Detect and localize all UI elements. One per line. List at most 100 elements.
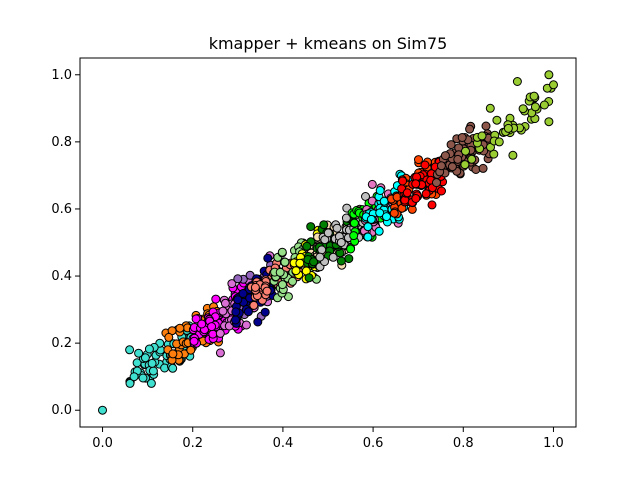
- data-point-cluster-0: [148, 366, 158, 376]
- data-point-cluster-12: [349, 218, 359, 228]
- y-axis: 0.0 0.2 0.4 0.6 0.8 1.0: [51, 68, 80, 418]
- data-point-cluster-0: [125, 378, 135, 388]
- data-point-cluster-18: [492, 115, 502, 125]
- data-point-cluster-5: [263, 253, 273, 263]
- data-point-cluster-3: [241, 320, 251, 330]
- data-point-cluster-3: [220, 298, 230, 308]
- data-point-cluster-10: [302, 241, 312, 251]
- data-point-cluster-17: [481, 121, 491, 131]
- y-tick-label: 1.0: [51, 68, 72, 83]
- data-point-cluster-17: [478, 163, 488, 173]
- data-point-cluster-11: [328, 252, 338, 262]
- data-point-cluster-4: [233, 274, 243, 284]
- data-point-cluster-2: [197, 319, 207, 329]
- data-point-cluster-17: [457, 133, 467, 142]
- data-point-cluster-18: [485, 103, 495, 113]
- data-point-cluster-7: [280, 257, 290, 267]
- data-point-cluster-17: [447, 162, 457, 172]
- y-tick-label: 0.6: [51, 202, 72, 217]
- y-tick-label: 0.0: [51, 403, 72, 418]
- data-point-cluster-0: [134, 348, 144, 358]
- data-point-cluster-6: [262, 286, 272, 296]
- data-point-cluster-18: [461, 146, 470, 156]
- data-point-cluster-0: [146, 378, 156, 388]
- data-point-cluster-5: [231, 315, 240, 325]
- data-point-cluster-16: [411, 194, 421, 203]
- data-point-cluster-0: [138, 373, 148, 383]
- data-point-cluster-11: [336, 238, 346, 247]
- data-point-cluster-6: [250, 282, 260, 292]
- data-point-cluster-18: [512, 77, 522, 86]
- data-point-cluster-14: [374, 226, 384, 236]
- data-point-cluster-18: [544, 70, 554, 80]
- data-point-cluster-3: [215, 328, 225, 338]
- data-point-cluster-5: [238, 289, 248, 298]
- data-point-cluster-0: [147, 358, 157, 368]
- data-point-cluster-17: [465, 124, 475, 134]
- x-axis: 0.0 0.2 0.4 0.6 0.8 1.0: [92, 427, 564, 451]
- data-point-cluster-14: [382, 212, 391, 222]
- data-point-cluster-5: [231, 307, 241, 317]
- data-point-cluster-5: [233, 295, 243, 305]
- data-point-cluster-10: [319, 220, 329, 230]
- points-layer: [98, 70, 558, 415]
- data-point-cluster-10: [309, 257, 319, 267]
- data-point-cluster-3: [227, 279, 237, 289]
- data-point-cluster-18: [529, 91, 539, 101]
- data-point-cluster-8: [291, 266, 301, 276]
- data-point-cluster-11: [332, 223, 342, 233]
- data-point-cluster-1: [164, 332, 174, 342]
- data-point-cluster-17: [471, 165, 481, 174]
- data-point-cluster-2: [191, 314, 201, 324]
- data-point-cluster-18: [530, 102, 540, 112]
- data-point-cluster-0: [98, 405, 107, 415]
- data-point-cluster-17: [436, 161, 446, 171]
- data-point-cluster-11: [315, 252, 325, 262]
- data-point-cluster-18: [503, 123, 513, 133]
- data-point-cluster-7: [277, 247, 287, 257]
- data-point-cluster-15: [389, 208, 399, 218]
- data-point-cluster-5: [260, 307, 270, 317]
- data-point-cluster-2: [207, 322, 217, 332]
- data-point-cluster-18: [539, 100, 549, 110]
- data-point-cluster-16: [427, 200, 437, 210]
- y-tick-label: 0.4: [51, 269, 72, 284]
- data-point-cluster-14: [363, 222, 373, 232]
- data-point-cluster-10: [304, 273, 314, 283]
- data-point-cluster-1: [168, 349, 178, 359]
- plot-frame: [79, 57, 577, 428]
- data-point-cluster-16: [421, 189, 431, 199]
- chart-title: kmapper + kmeans on Sim75: [209, 34, 448, 53]
- data-point-cluster-2: [211, 294, 221, 304]
- data-point-cluster-11: [323, 228, 333, 238]
- data-point-cluster-11: [341, 213, 351, 223]
- data-point-cluster-5: [243, 307, 253, 317]
- data-point-cluster-18: [477, 131, 487, 141]
- data-point-cluster-11: [317, 245, 327, 255]
- data-point-cluster-17: [440, 151, 450, 161]
- data-point-cluster-0: [129, 372, 139, 382]
- data-point-cluster-18: [508, 150, 518, 160]
- data-point-cluster-15: [414, 155, 423, 165]
- data-point-cluster-6: [249, 300, 259, 310]
- data-point-cluster-7: [278, 280, 287, 290]
- data-point-cluster-18: [467, 154, 477, 164]
- data-point-cluster-2: [208, 329, 218, 339]
- data-point-cluster-18: [518, 104, 528, 114]
- x-tick-label: 0.2: [182, 436, 203, 451]
- data-point-cluster-5: [253, 317, 263, 327]
- data-point-cluster-17: [453, 154, 463, 164]
- data-point-cluster-10: [344, 254, 354, 264]
- x-tick-label: 0.6: [363, 436, 384, 451]
- data-point-cluster-1: [175, 323, 185, 333]
- data-point-cluster-18: [549, 80, 558, 90]
- data-point-cluster-10: [306, 222, 316, 232]
- data-point-cluster-16: [398, 176, 408, 186]
- x-tick-label: 0.8: [453, 436, 474, 451]
- data-point-cluster-14: [375, 208, 385, 218]
- data-point-cluster-7: [288, 276, 297, 286]
- data-point-cluster-16: [411, 179, 421, 189]
- data-point-cluster-12: [349, 231, 359, 241]
- y-tick-label: 0.8: [51, 135, 72, 150]
